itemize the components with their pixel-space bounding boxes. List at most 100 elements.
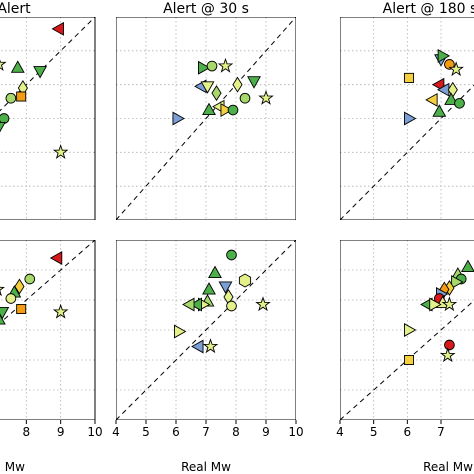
x-tick-label: 4 <box>336 425 344 439</box>
data-point <box>238 273 252 288</box>
panel-title: Alert <box>0 1 31 17</box>
x-tick-label: 8 <box>23 425 31 439</box>
x-tick-label: 10 <box>288 425 303 439</box>
data-point <box>258 90 274 105</box>
one-to-one-line <box>340 84 474 220</box>
x-tick-label: 7 <box>437 425 445 439</box>
data-point <box>239 92 251 104</box>
x-axis-label: Real Mw <box>423 460 473 474</box>
data-point <box>16 91 27 102</box>
x-ticks: 4 5 6 7 8 9 10 <box>112 420 304 439</box>
panel-frame <box>0 17 96 220</box>
x-tick-label: 5 <box>370 425 378 439</box>
data-point <box>444 92 459 105</box>
data-point <box>227 104 239 116</box>
x-tick-label: 7 <box>202 425 210 439</box>
data-point <box>189 297 202 312</box>
data-point <box>447 81 458 98</box>
data-point <box>208 265 222 278</box>
data-point <box>0 307 10 320</box>
data-point <box>429 297 442 312</box>
panel-marks <box>116 17 296 220</box>
data-point <box>49 251 63 265</box>
data-point <box>220 103 233 117</box>
data-point <box>10 60 25 73</box>
data-point <box>200 81 215 94</box>
data-point <box>451 275 464 289</box>
data-point <box>404 355 415 366</box>
data-point <box>16 304 27 315</box>
data-point <box>5 293 17 304</box>
panel-bottom-middle: 4 5 6 7 8 9 10 Real Mw <box>112 240 304 474</box>
data-point <box>404 72 415 83</box>
data-point <box>182 297 195 312</box>
data-point <box>52 303 69 319</box>
data-point <box>0 121 6 133</box>
panel-marks <box>0 17 96 220</box>
x-tick-label: 4 <box>112 425 120 439</box>
data-point <box>5 92 17 104</box>
x-tick-label: 10 <box>87 425 102 439</box>
x-tick-label: 9 <box>262 425 270 439</box>
data-point <box>172 111 185 126</box>
panel-alert-180s: Alert @ 180 s <box>340 1 474 220</box>
panel-title: Alert @ 180 s <box>383 1 474 17</box>
data-point <box>206 60 218 72</box>
panel-title: Alert @ 30 s <box>163 1 249 17</box>
data-point <box>226 249 237 261</box>
data-point <box>174 324 187 339</box>
x-tick-label: 9 <box>57 425 65 439</box>
data-point <box>232 76 243 93</box>
data-point <box>202 338 219 354</box>
x-ticks: 4 5 6 7 <box>336 420 445 439</box>
x-tick-label: 8 <box>232 425 240 439</box>
data-point <box>0 113 10 124</box>
panel-marks <box>0 240 96 420</box>
data-point <box>454 97 465 109</box>
panel-marks <box>340 17 474 220</box>
x-axis-label: Real Mw <box>181 460 231 474</box>
x-axis-label: Real Mw <box>0 460 25 474</box>
data-point <box>437 48 451 63</box>
data-point <box>14 278 25 295</box>
data-point <box>0 286 5 297</box>
data-point <box>0 59 7 71</box>
data-point <box>460 259 474 272</box>
x-tick-label: 5 <box>142 425 150 439</box>
data-point <box>52 144 69 159</box>
data-point <box>404 111 417 126</box>
data-point <box>0 314 6 325</box>
one-to-one-line <box>340 299 474 420</box>
data-point <box>226 300 237 312</box>
data-point <box>425 92 438 107</box>
panel-marks <box>116 240 296 420</box>
panel-bottom-right: 4 5 6 7 Real Mw <box>336 240 474 474</box>
panel-alert-30s: Alert @ 30 s <box>116 1 296 220</box>
data-point <box>51 21 64 36</box>
data-point <box>24 273 36 285</box>
data-point <box>255 296 271 312</box>
data-point <box>448 61 464 77</box>
data-point <box>432 104 447 117</box>
data-point <box>33 66 48 79</box>
data-point <box>218 281 233 294</box>
panel-alert: Alert <box>0 1 96 220</box>
x-tick-label: 6 <box>172 425 180 439</box>
data-point <box>247 76 261 89</box>
data-point <box>444 339 455 351</box>
panel-frame <box>0 240 96 420</box>
data-point <box>198 60 211 75</box>
data-point <box>441 296 458 312</box>
one-to-one-line <box>0 240 96 324</box>
data-point <box>439 347 456 363</box>
data-point <box>202 282 216 295</box>
one-to-one-line <box>116 240 296 420</box>
one-to-one-line <box>116 17 296 220</box>
panel-marks <box>340 240 474 420</box>
data-point <box>211 85 222 102</box>
data-point <box>444 59 455 70</box>
data-point <box>217 57 234 73</box>
